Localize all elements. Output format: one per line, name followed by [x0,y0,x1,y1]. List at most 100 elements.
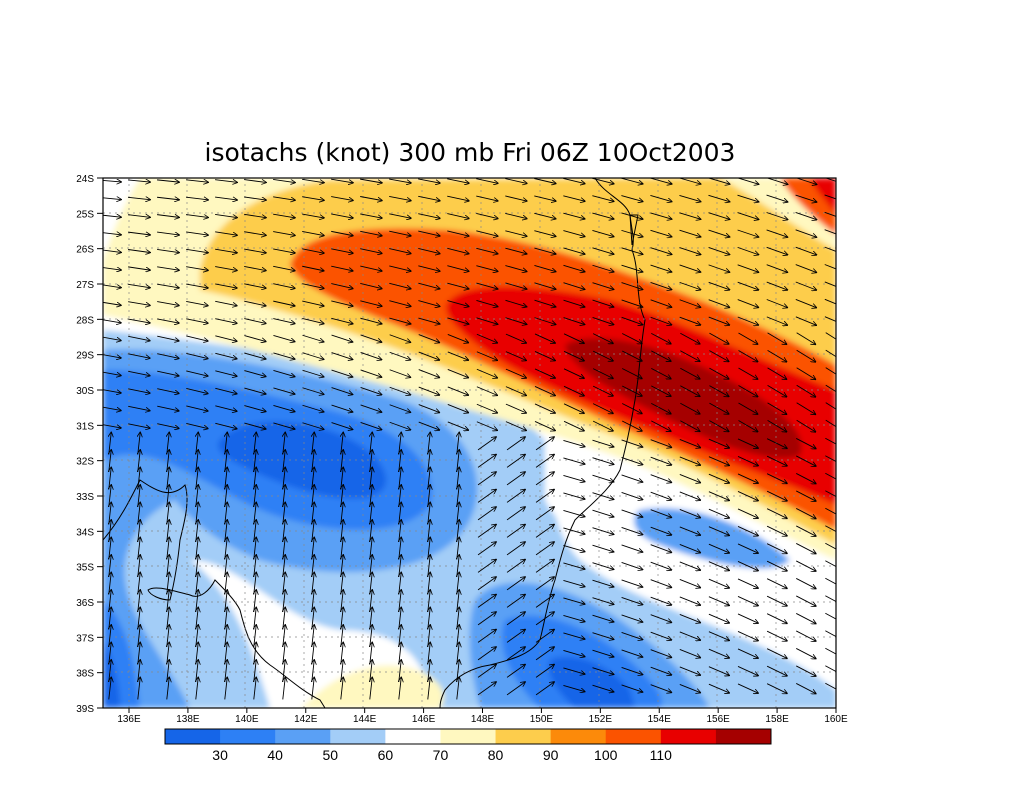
wind-arrow [331,283,352,289]
wind-arrow [157,370,178,376]
wind-arrow [592,562,614,570]
wind-arrow [254,678,256,700]
wind-arrow [737,438,758,448]
wind-arrow [592,684,614,692]
wind-arrow [592,667,614,675]
wind-arrow [215,231,237,235]
wind-arrow [708,578,729,588]
wind-arrow [103,267,121,270]
wind-arrow [825,332,836,340]
lon-label: 152E [589,714,613,725]
wind-arrow [737,316,758,325]
wind-arrow [825,349,836,358]
lon-label: 146E [412,714,436,725]
map-frame [102,177,837,709]
wind-arrow [766,299,787,307]
wind-arrow [563,230,584,237]
wind-arrow [796,384,816,397]
wind-arrow [389,369,411,378]
wind-arrow [476,213,497,218]
wind-arrow [621,544,643,552]
wind-arrow [563,264,584,271]
wind-arrow [186,388,207,393]
wind-arrow [650,247,672,255]
wind-arrow [389,317,410,324]
wind-arrow [795,211,817,219]
wind-arrow [621,631,643,639]
wind-arrow [128,318,150,323]
wind-arrow [709,332,728,344]
wind-arrow [186,283,208,288]
wind-arrow [824,229,836,235]
wind-arrow [766,473,787,484]
wind-arrow [766,648,787,659]
colorbar-swatch [495,729,552,744]
wind-arrow [186,353,207,358]
lat-label: 25S [76,209,94,220]
wind-arrow [592,649,614,657]
wind-arrow [186,214,208,218]
wind-arrow [360,351,382,359]
wind-arrow [302,404,323,411]
wind-arrow [331,300,352,306]
wind-arrow [708,178,729,184]
wind-arrow [766,543,787,554]
lon-label: 158E [765,714,789,725]
wind-arrow [477,507,496,521]
wind-arrow [534,230,555,237]
wind-arrow [679,596,700,605]
wind-arrow [796,490,816,501]
wind-arrow [302,248,324,253]
wind-arrow [563,545,584,551]
wind-arrow [535,525,554,538]
wind-arrow [796,613,816,623]
wind-arrow [331,369,353,377]
wind-arrow [506,455,525,468]
wind-arrow [534,351,555,360]
wind-arrow [621,596,643,604]
wind-arrow [825,384,836,393]
wind-arrow [737,596,758,605]
wind-arrow [505,282,526,289]
wind-arrow [766,595,787,606]
wind-arrow [506,682,525,696]
wind-arrow [621,350,642,361]
wind-arrow [737,526,758,535]
wind-arrow [447,421,468,430]
wind-arrow [592,317,614,324]
wind-arrow [476,368,497,377]
wind-arrow [621,684,643,692]
wind-arrow [418,282,439,289]
coastline [439,178,646,708]
wind-arrow [128,249,150,252]
wind-arrow [766,683,787,694]
wind-arrow [592,632,614,640]
wind-arrow [476,247,497,253]
wind-arrow [302,387,323,394]
wind-arrow [360,369,382,377]
wind-arrow [331,178,353,183]
wind-arrow [244,335,265,342]
wind-arrow [215,422,236,428]
wind-arrow [796,438,816,448]
wind-arrow [592,439,614,447]
colorbar-label: 100 [594,747,618,763]
wind-arrow [592,178,613,183]
wind-arrow [680,385,699,397]
wind-arrow [592,195,613,202]
wind-arrow [457,678,459,700]
wind-arrow [505,351,526,361]
wind-arrow [215,180,237,183]
wind-arrow [418,230,439,236]
wind-arrow [708,561,729,571]
wind-arrow [592,230,613,236]
wind-arrow [186,370,207,376]
wind-arrow [766,212,788,220]
wind-arrow [679,212,700,219]
wind-arrow [766,229,788,237]
wind-arrow [186,180,208,182]
wind-arrow [563,615,584,621]
wind-arrow [476,230,497,236]
wind-arrow [244,179,266,183]
